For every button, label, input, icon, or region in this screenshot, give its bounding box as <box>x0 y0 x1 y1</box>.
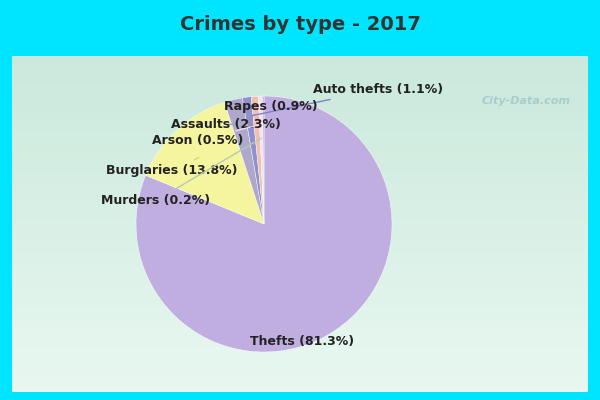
Bar <box>12 184 588 190</box>
Bar <box>12 190 588 197</box>
Bar <box>12 123 588 130</box>
Bar <box>12 137 588 143</box>
Bar <box>12 352 588 358</box>
Bar <box>12 358 588 365</box>
Bar <box>12 63 588 70</box>
Bar <box>12 251 588 258</box>
Text: Rapes (0.9%): Rapes (0.9%) <box>224 100 317 119</box>
Bar <box>12 204 588 210</box>
Wedge shape <box>259 96 264 224</box>
Bar <box>12 271 588 278</box>
Bar <box>12 345 588 352</box>
Wedge shape <box>224 98 264 224</box>
Bar <box>12 291 588 298</box>
Bar <box>12 244 588 251</box>
Bar <box>12 96 588 103</box>
Wedge shape <box>146 102 264 224</box>
Bar <box>12 258 588 264</box>
Bar <box>12 318 588 325</box>
Bar <box>12 298 588 305</box>
Bar <box>12 217 588 224</box>
Wedge shape <box>242 97 264 224</box>
Bar <box>12 143 588 150</box>
Bar <box>12 130 588 137</box>
Wedge shape <box>262 96 264 224</box>
Bar <box>12 170 588 177</box>
Bar <box>12 238 588 244</box>
Bar <box>12 284 588 291</box>
Bar <box>12 150 588 157</box>
Wedge shape <box>251 96 264 224</box>
Bar <box>12 157 588 164</box>
Bar <box>12 332 588 338</box>
Bar <box>12 116 588 123</box>
Bar <box>12 338 588 345</box>
Bar <box>12 278 588 284</box>
Text: Auto thefts (1.1%): Auto thefts (1.1%) <box>252 83 443 116</box>
Text: City-Data.com: City-Data.com <box>482 96 571 106</box>
Bar <box>12 372 588 378</box>
Text: Assaults (2.3%): Assaults (2.3%) <box>170 118 281 131</box>
Bar <box>12 164 588 170</box>
Bar <box>12 83 588 90</box>
Bar <box>12 311 588 318</box>
Bar <box>12 90 588 96</box>
Text: Arson (0.5%): Arson (0.5%) <box>152 125 259 147</box>
Text: Thefts (81.3%): Thefts (81.3%) <box>250 316 355 348</box>
Bar <box>12 365 588 372</box>
Bar <box>12 385 588 392</box>
Bar <box>12 210 588 217</box>
Bar <box>12 378 588 385</box>
Bar <box>12 56 588 63</box>
Bar <box>12 76 588 83</box>
Bar <box>12 325 588 332</box>
Text: Burglaries (13.8%): Burglaries (13.8%) <box>106 158 238 177</box>
Text: Crimes by type - 2017: Crimes by type - 2017 <box>179 14 421 34</box>
Bar <box>12 305 588 311</box>
Bar <box>12 231 588 238</box>
Bar <box>12 224 588 231</box>
Wedge shape <box>136 96 392 352</box>
Bar <box>12 197 588 204</box>
Bar <box>12 264 588 271</box>
Bar <box>12 70 588 76</box>
Text: Murders (0.2%): Murders (0.2%) <box>101 138 261 208</box>
Bar <box>12 110 588 116</box>
Bar <box>12 177 588 184</box>
Bar <box>12 103 588 110</box>
